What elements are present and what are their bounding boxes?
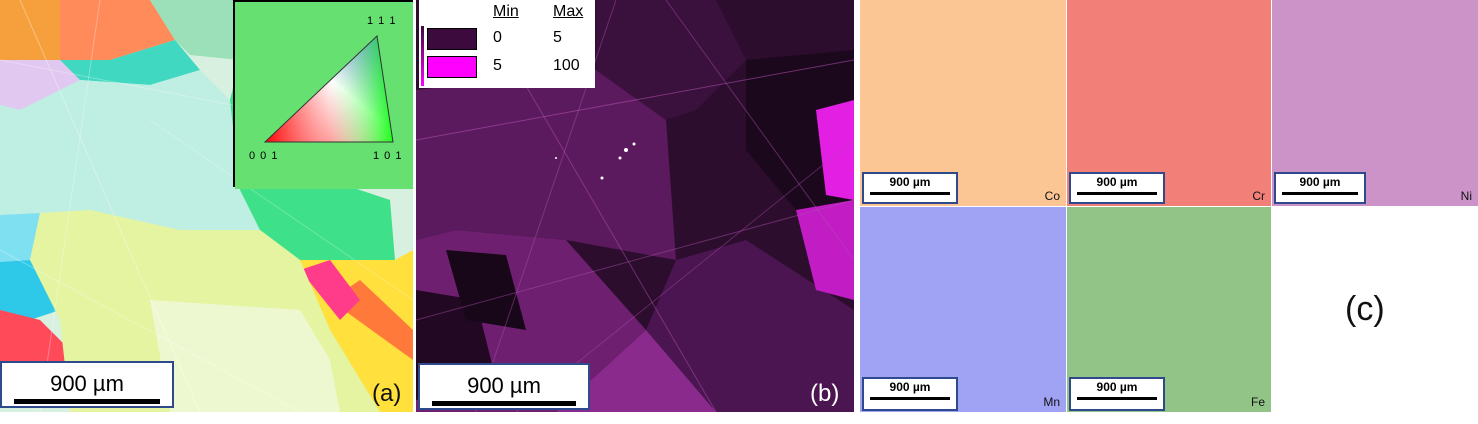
ipf-key-label-001: 0 0 1 — [249, 150, 279, 162]
ipf-key-label-111: 1 1 1 — [367, 15, 397, 27]
ipf-orientation-map: 1 1 1 0 0 1 1 0 1 900 µm (a) — [0, 0, 413, 412]
element-label-mn: Mn — [1043, 395, 1060, 409]
scale-bar-label: 900 µm — [1096, 380, 1138, 394]
scale-bar: 900 µm — [418, 363, 590, 410]
scale-bar: 900 µm — [862, 172, 958, 204]
legend-max-header: Max — [553, 3, 584, 20]
kam-legend: Min Max 0 5 5 100 — [419, 0, 595, 88]
legend-swatch-low — [427, 28, 477, 50]
eds-map-mn: 900 µm Mn — [860, 207, 1066, 412]
scale-bar-line — [1077, 397, 1157, 400]
scale-bar-label: 900 µm — [1299, 175, 1341, 189]
scale-bar-line — [1077, 192, 1157, 195]
kam-misorientation-map: Min Max 0 5 5 100 900 µm (b) — [416, 0, 854, 412]
scale-bar: 900 µm — [0, 361, 174, 408]
legend-swatch-high — [427, 56, 477, 78]
scale-bar: 900 µm — [1069, 172, 1165, 204]
panel-label-c: (c) — [1345, 290, 1385, 328]
scale-bar-line — [14, 399, 160, 404]
eds-map-co: 900 µm Co — [860, 0, 1066, 206]
element-label-cr: Cr — [1252, 189, 1265, 203]
scale-bar-line — [1282, 192, 1358, 195]
scale-bar-line — [432, 401, 576, 406]
legend-row2-min: 5 — [493, 57, 502, 74]
ipf-key-triangle — [235, 2, 413, 189]
scale-bar: 900 µm — [1274, 172, 1366, 204]
scale-bar: 900 µm — [1069, 377, 1165, 411]
panel-label-a: (a) — [372, 380, 402, 407]
scale-bar-label: 900 µm — [1096, 175, 1138, 189]
eds-map-cr: 900 µm Cr — [1067, 0, 1271, 206]
scale-bar-label: 900 µm — [889, 175, 931, 189]
ipf-key-label-101: 1 0 1 — [373, 150, 403, 162]
eds-map-ni: 900 µm Ni — [1272, 0, 1478, 206]
element-label-ni: Ni — [1460, 189, 1472, 203]
scale-bar-label: 900 µm — [467, 373, 541, 398]
eds-map-fe: 900 µm Fe — [1067, 207, 1271, 412]
panel-label-b: (b) — [810, 380, 840, 407]
legend-color-strip — [421, 26, 424, 86]
scale-bar-line — [870, 192, 950, 195]
legend-min-header: Min — [493, 3, 519, 20]
element-label-co: Co — [1044, 189, 1060, 203]
element-label-fe: Fe — [1250, 395, 1265, 409]
legend-row2-max: 100 — [553, 57, 580, 74]
scale-bar-label: 900 µm — [50, 371, 124, 396]
legend-row1-max: 5 — [553, 29, 562, 46]
scale-bar-label: 900 µm — [889, 380, 931, 394]
legend-row1-min: 0 — [493, 29, 502, 46]
ipf-color-key: 1 1 1 0 0 1 1 0 1 — [233, 0, 413, 189]
scale-bar-line — [870, 397, 950, 400]
scale-bar: 900 µm — [862, 377, 958, 411]
